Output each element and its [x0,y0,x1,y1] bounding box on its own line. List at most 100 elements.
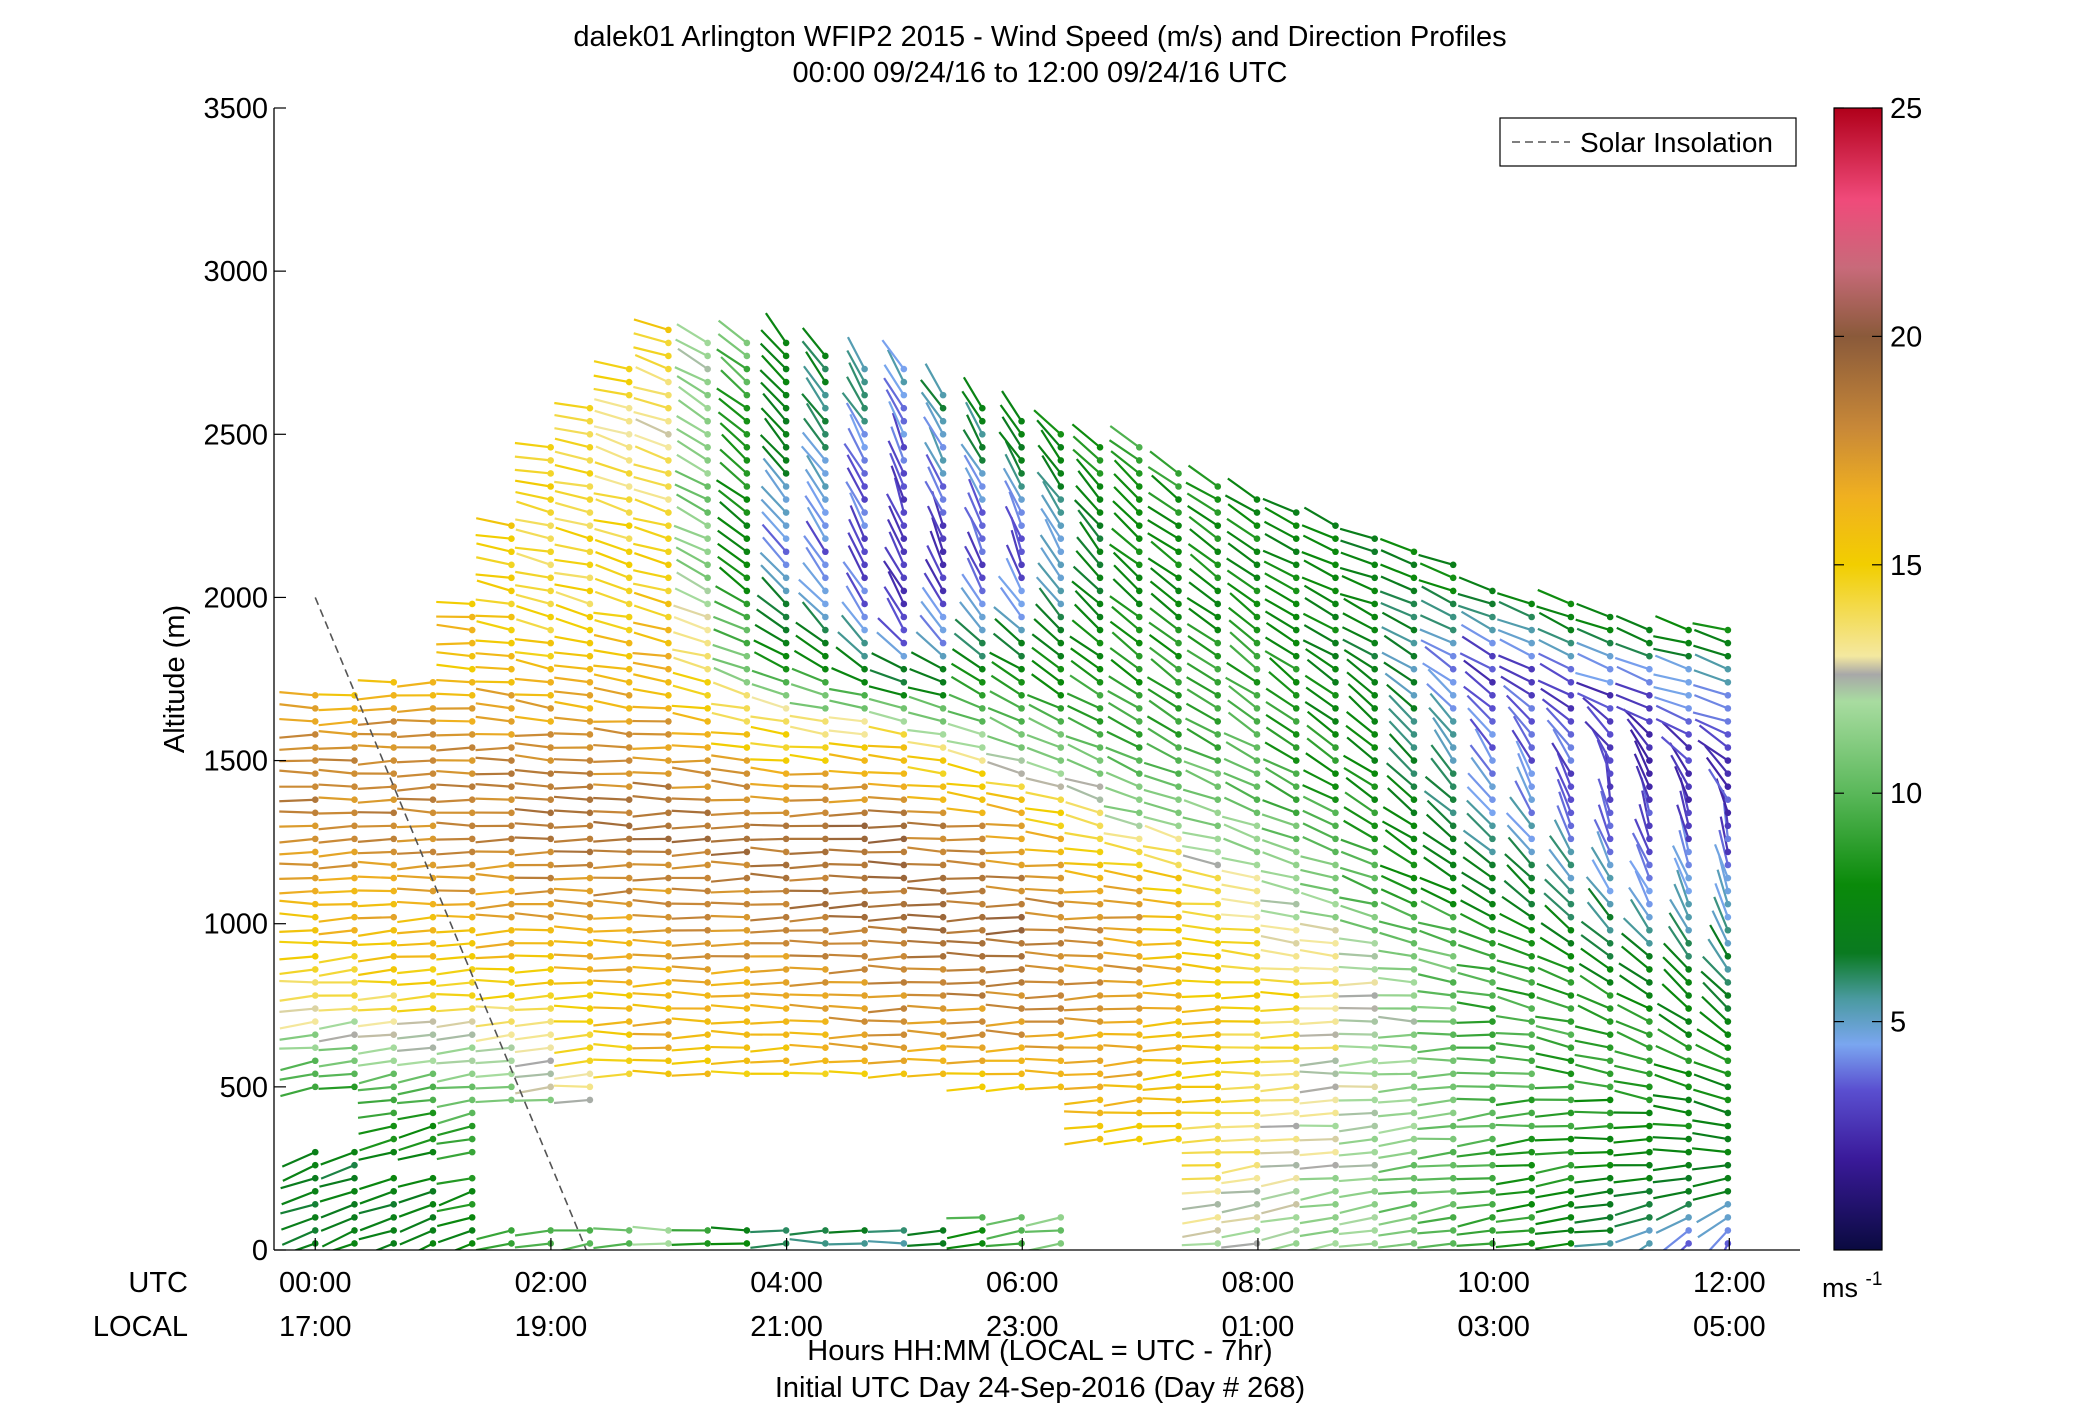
wind-barb-dot [1292,1018,1300,1025]
wind-barb-shaft [1707,938,1729,970]
wind-barb-dot [547,1083,554,1091]
wind-barb-shaft [1185,481,1219,501]
wind-barb-dot [547,718,554,725]
wind-barb-dot [429,1070,437,1078]
wind-barb-shaft [357,979,394,984]
wind-barb-shaft [790,683,826,697]
wind-barb-shaft [515,618,552,632]
wind-barb-dot [1175,1109,1182,1117]
wind-barb-dot [1685,979,1692,986]
wind-barb-shaft [279,850,316,856]
wind-barb-dot [1449,1214,1457,1221]
wind-barb-shaft [711,702,748,710]
wind-barb-dot [1410,1096,1418,1104]
wind-barb-dot [1096,874,1104,882]
wind-barb-dot [861,874,868,882]
wind-barb-dot [1175,1044,1182,1052]
wind-barb-dot [1567,966,1575,973]
wind-barb-shaft [676,323,709,344]
wind-barb-shaft [751,683,787,697]
wind-barb-shaft [1695,1043,1729,1062]
wind-barb-shaft [280,1203,316,1215]
wind-barb-dot [1371,744,1379,751]
wind-barb-dot [861,939,868,947]
wind-barb-dot [1135,613,1143,621]
wind-barb-shaft [881,339,905,370]
wind-barb-shaft [1103,1137,1140,1146]
wind-barb-shaft [1073,499,1101,527]
wind-barb-shaft [1182,1216,1218,1225]
wind-barb-shaft [632,1003,669,1010]
wind-barb-dot [822,1227,829,1234]
wind-barb-dot [468,992,476,999]
wind-barb-shaft [475,913,512,919]
wind-barb-dot [1528,979,1535,986]
wind-barb-dot [468,913,476,921]
wind-barb-dot [625,783,633,790]
wind-barb-shaft [1064,831,1101,840]
wind-barb-shaft [800,445,827,475]
wind-barb-dot [1528,783,1535,790]
wind-barb-dot [1057,953,1065,960]
wind-barb-dot [1646,783,1653,790]
wind-barb-shaft [1343,597,1376,618]
wind-barb-shaft [1182,831,1218,840]
wind-barb-dot [547,1096,554,1104]
wind-barb-shaft [907,903,944,907]
wind-barb-dot [1489,1044,1496,1052]
wind-barb-shaft [828,753,865,762]
wind-barb-shaft [318,746,355,750]
wind-barb-shaft [357,837,394,843]
wind-barb-shaft [1066,784,1101,801]
wind-barb-shaft [318,916,355,923]
wind-barb-shaft [397,1085,434,1096]
wind-barb-shaft [1539,662,1572,684]
wind-barb-shaft [1004,480,1023,514]
wind-barb-shaft [1113,512,1141,540]
wind-barb-dot [665,887,672,895]
wind-barb-dot [1214,1005,1222,1012]
wind-barb-dot [1489,1109,1496,1117]
wind-barb-dot [665,652,672,660]
wind-barb-dot [468,874,476,882]
wind-barb-dot [1018,835,1025,843]
wind-barb-shaft [868,710,905,723]
wind-barb-shaft [633,318,669,331]
wind-barb-shaft [1467,772,1494,801]
wind-barb-shaft [554,1033,591,1041]
wind-barb-dot [351,783,358,790]
wind-barb-shaft [1379,931,1415,945]
wind-barb-shaft [1260,1020,1297,1024]
wind-barb-shaft [985,822,1022,827]
wind-barb-shaft [1340,850,1376,867]
wind-barb-shaft [1024,848,1061,854]
wind-barb-shaft [1554,766,1572,801]
wind-barb-dot [1253,835,1261,843]
wind-barb-shaft [992,632,1023,658]
wind-barb-dot [1528,652,1535,660]
wind-barb-shaft [1534,1151,1571,1156]
wind-barb-shaft [1577,652,1611,671]
wind-barb-shaft [1261,1203,1297,1215]
wind-barb-dot [1332,678,1339,686]
wind-barb-shaft [1456,1001,1493,1010]
wind-barb-shaft [1541,698,1572,723]
wind-barb-dot [1371,626,1379,634]
wind-barb-shaft [1142,928,1179,932]
wind-barb-dot [547,1031,554,1038]
wind-barb-dot [1528,639,1535,647]
wind-barb-dot [1646,835,1653,843]
wind-barb-shaft [1597,778,1612,814]
wind-barb-dot [1371,1187,1379,1195]
wind-barb-shaft [436,955,473,961]
wind-barb-dot [1332,822,1339,830]
wind-barb-dot [861,861,868,869]
wind-barb-shaft [1417,1164,1454,1168]
wind-barb-shaft [593,518,630,527]
wind-barb-dot [1410,1161,1418,1169]
wind-barb-dot [1332,1031,1339,1038]
wind-barb-dot [1018,417,1025,425]
wind-barb-shaft [1338,1164,1375,1168]
wind-barb-shaft [1103,1007,1140,1011]
wind-barb-shaft [1066,758,1101,775]
